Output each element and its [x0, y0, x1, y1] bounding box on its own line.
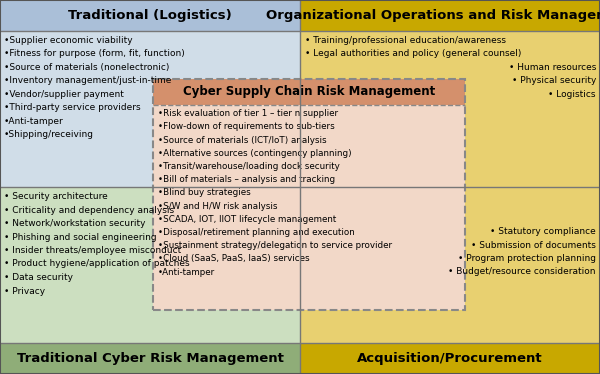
Text: •Sustainment strategy/delegation to service provider: •Sustainment strategy/delegation to serv…: [158, 241, 392, 250]
Text: • Physical security: • Physical security: [512, 76, 596, 85]
Text: •Anti-tamper: •Anti-tamper: [158, 268, 215, 277]
Text: • Network/workstation security: • Network/workstation security: [4, 219, 146, 228]
Text: •Blind buy strategies: •Blind buy strategies: [158, 188, 251, 197]
Text: • Training/professional education/awareness: • Training/professional education/awaren…: [305, 36, 506, 45]
Bar: [300, 187, 600, 343]
Text: Acquisition/Procurement: Acquisition/Procurement: [357, 352, 543, 365]
Text: •Risk evaluation of tier 1 – tier n supplier: •Risk evaluation of tier 1 – tier n supp…: [158, 109, 338, 118]
Text: •Anti-tamper: •Anti-tamper: [4, 117, 64, 126]
Text: • Statutory compliance: • Statutory compliance: [490, 227, 596, 236]
Text: •Source of materials (ICT/IoT) analysis: •Source of materials (ICT/IoT) analysis: [158, 136, 326, 145]
Bar: [300, 31, 600, 187]
Text: •Fitness for purpose (form, fit, function): •Fitness for purpose (form, fit, functio…: [4, 49, 185, 58]
Bar: [0, 31, 300, 187]
Bar: [153, 79, 465, 310]
Text: Organizational Operations and Risk Management: Organizational Operations and Risk Manag…: [266, 9, 600, 22]
Text: •S/W and H/W risk analysis: •S/W and H/W risk analysis: [158, 202, 277, 211]
Bar: [153, 79, 465, 310]
Bar: [153, 79, 465, 105]
Text: Traditional Cyber Risk Management: Traditional Cyber Risk Management: [17, 352, 283, 365]
Text: • Logistics: • Logistics: [548, 90, 596, 99]
Text: • Legal authorities and policy (general counsel): • Legal authorities and policy (general …: [305, 49, 521, 58]
Text: •Supplier economic viability: •Supplier economic viability: [4, 36, 133, 45]
Text: •Transit/warehouse/loading dock security: •Transit/warehouse/loading dock security: [158, 162, 340, 171]
Text: •Inventory management/just-in-time: •Inventory management/just-in-time: [4, 76, 172, 85]
Text: •SCADA, IOT, IIOT lifecycle management: •SCADA, IOT, IIOT lifecycle management: [158, 215, 336, 224]
Text: • Phishing and social engineering: • Phishing and social engineering: [4, 233, 157, 242]
Text: • Security architecture: • Security architecture: [4, 192, 108, 201]
Text: Cyber Supply Chain Risk Management: Cyber Supply Chain Risk Management: [183, 85, 435, 98]
Text: • Budget/resource consideration: • Budget/resource consideration: [449, 267, 596, 276]
Text: •Bill of materials – analysis and tracking: •Bill of materials – analysis and tracki…: [158, 175, 335, 184]
Text: • Insider threats/employee misconduct: • Insider threats/employee misconduct: [4, 246, 181, 255]
Text: • Human resources: • Human resources: [509, 63, 596, 72]
Text: •Flow-down of requirements to sub-tiers: •Flow-down of requirements to sub-tiers: [158, 122, 335, 131]
Text: • Program protection planning: • Program protection planning: [458, 254, 596, 263]
Text: • Data security: • Data security: [4, 273, 73, 282]
Text: • Product hygiene/application of patches: • Product hygiene/application of patches: [4, 260, 190, 269]
Bar: [0, 343, 300, 374]
Text: • Criticality and dependency analysis: • Criticality and dependency analysis: [4, 205, 174, 215]
Bar: [300, 0, 600, 31]
Text: •Source of materials (nonelectronic): •Source of materials (nonelectronic): [4, 63, 169, 72]
Text: •Disposal/retirement planning and execution: •Disposal/retirement planning and execut…: [158, 228, 355, 237]
Text: •Cloud (SaaS, PaaS, IaaS) services: •Cloud (SaaS, PaaS, IaaS) services: [158, 254, 310, 263]
Text: •Alternative sources (contingency planning): •Alternative sources (contingency planni…: [158, 149, 352, 158]
Bar: [0, 0, 300, 31]
Text: •Third-party service providers: •Third-party service providers: [4, 103, 140, 112]
Text: Traditional (Logistics): Traditional (Logistics): [68, 9, 232, 22]
Text: •Vendor/supplier payment: •Vendor/supplier payment: [4, 90, 124, 99]
Text: •Shipping/receiving: •Shipping/receiving: [4, 130, 94, 139]
Text: • Submission of documents: • Submission of documents: [471, 240, 596, 249]
Text: • Privacy: • Privacy: [4, 286, 45, 295]
Bar: [300, 343, 600, 374]
Bar: [0, 187, 300, 343]
